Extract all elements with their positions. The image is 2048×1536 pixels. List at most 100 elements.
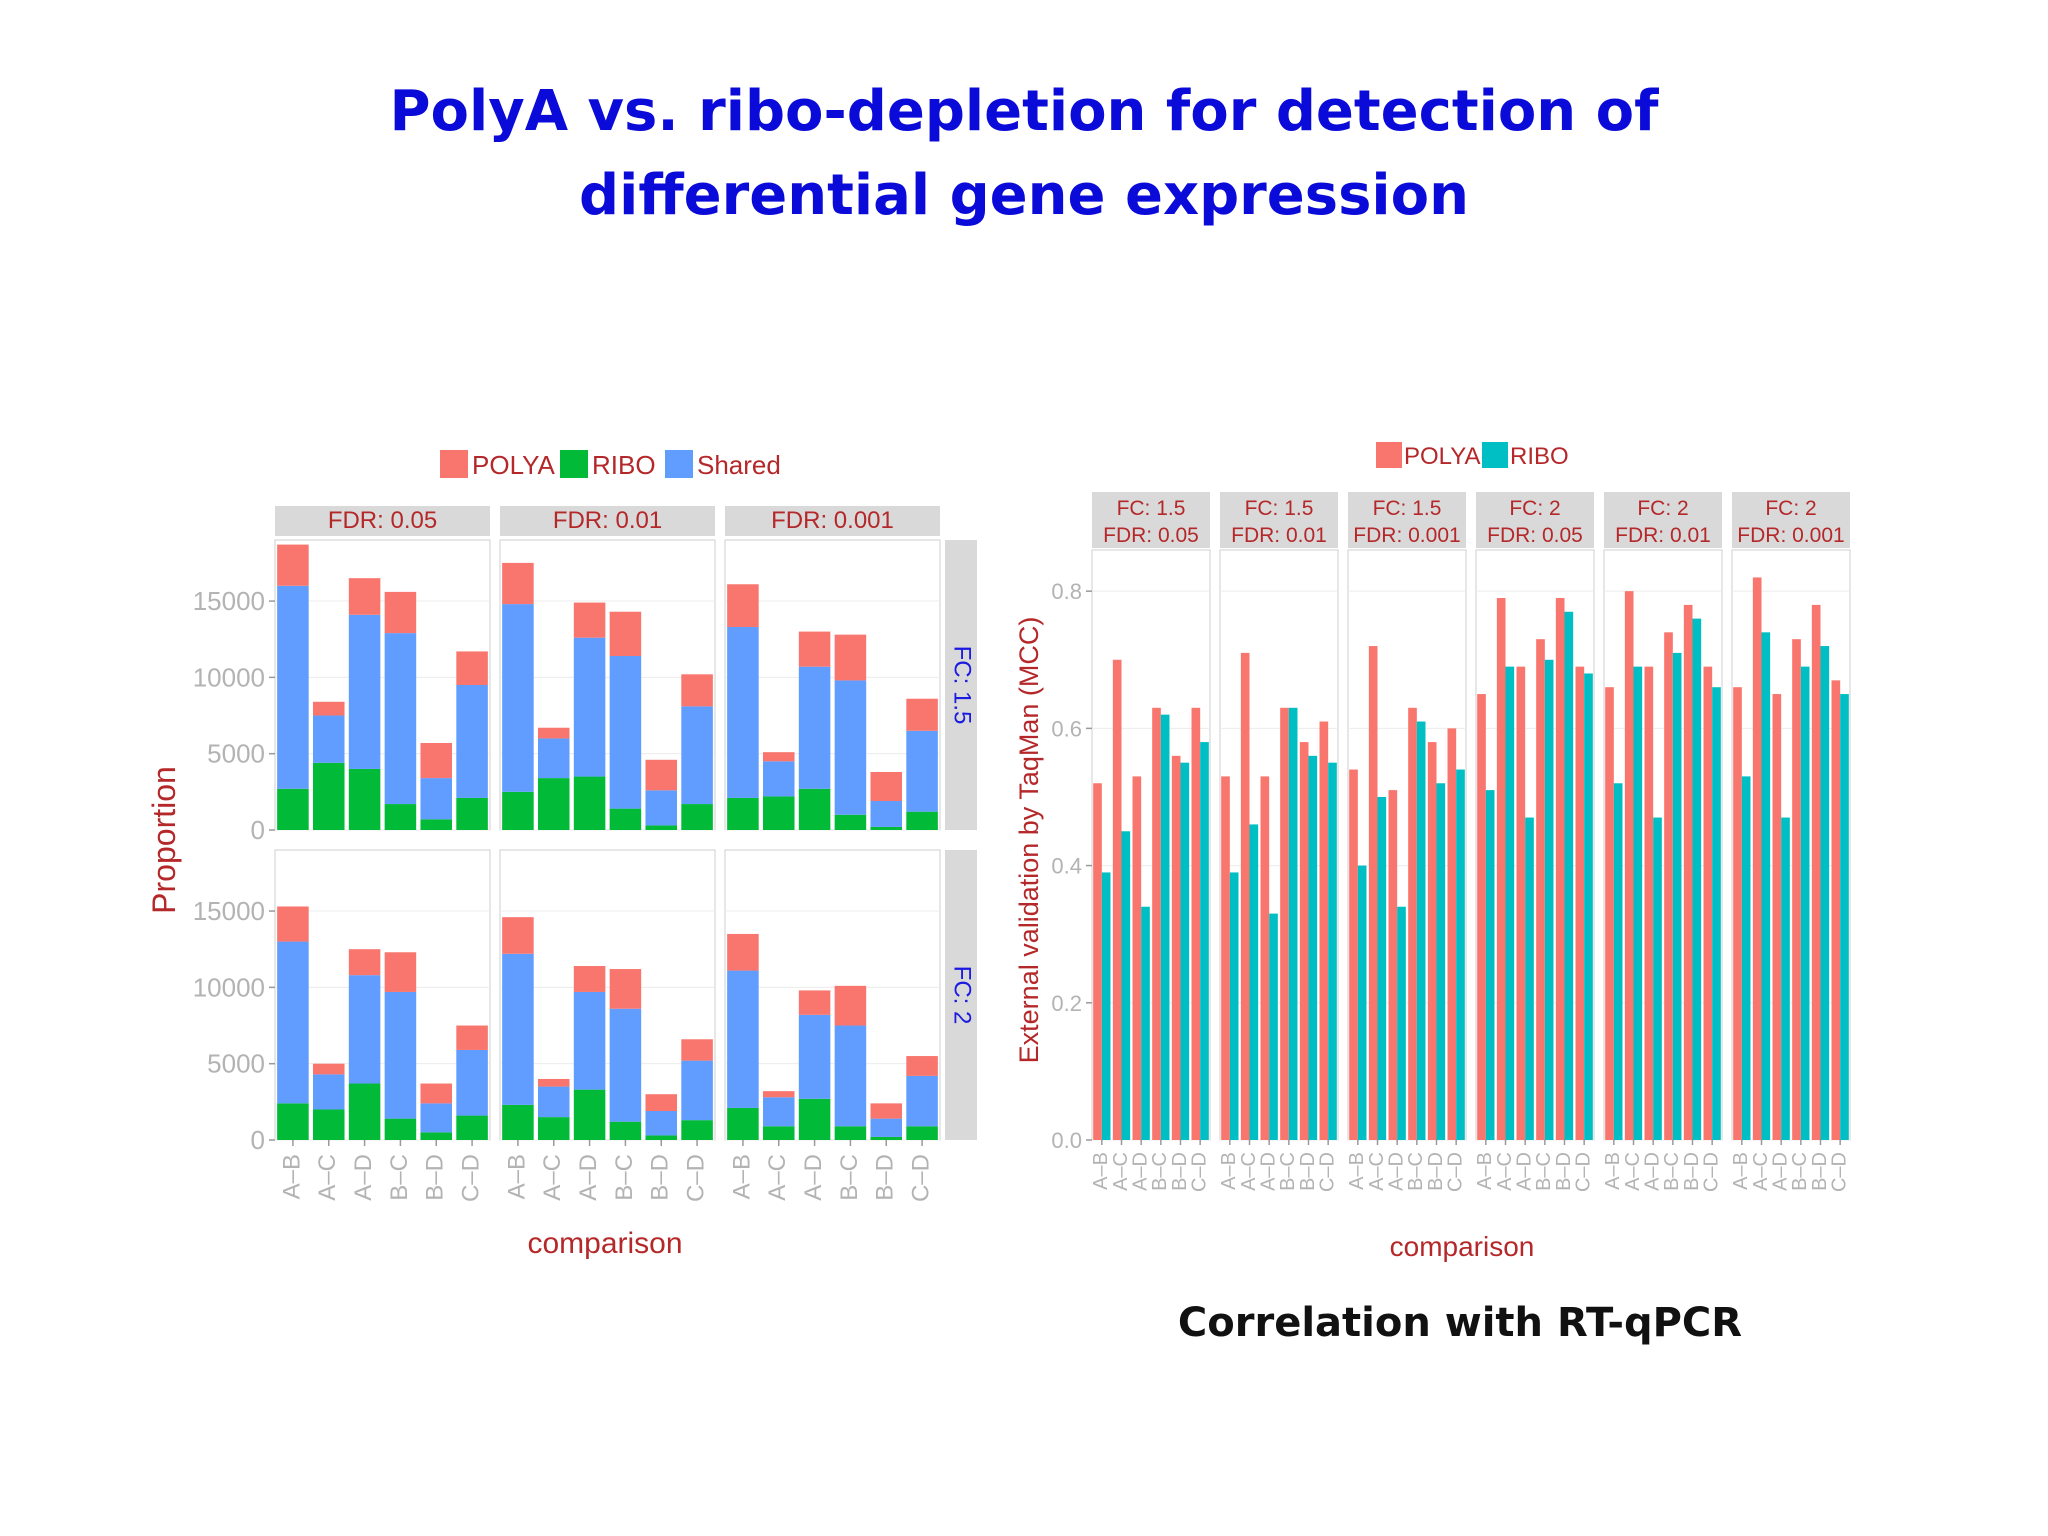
legend-right: POLYA RIBO (1376, 442, 1569, 470)
x-tick-label: B–C (1405, 1152, 1427, 1191)
x-tick-label: A–C (539, 1154, 566, 1201)
x-tick-label: A–D (1641, 1152, 1663, 1191)
bar-segment-shared (762, 1097, 795, 1127)
panel-strip (1220, 492, 1338, 548)
panel-background (499, 539, 716, 831)
bar-ribo (1820, 646, 1830, 1140)
bar-segment-polya (277, 544, 309, 586)
x-tick-label: A–C (1622, 1152, 1644, 1191)
bar-segment-ribo (384, 1118, 417, 1140)
x-tick-label: A–C (1494, 1152, 1516, 1191)
bar-ribo (1101, 872, 1111, 1140)
bar-ribo (1800, 666, 1810, 1140)
bar-ribo (1712, 687, 1721, 1140)
y-tick-label: 15000 (193, 586, 265, 616)
bar-segment-polya (537, 1078, 570, 1087)
bar-segment-shared (456, 1049, 488, 1116)
column-strip (275, 506, 490, 536)
bar-segment-polya (384, 952, 417, 992)
y-tick-label: 15000 (193, 896, 265, 926)
bar-segment-ribo (798, 1098, 831, 1140)
bar-polya (1792, 639, 1801, 1140)
bar-segment-ribo (870, 1136, 903, 1140)
y-tick-label: 0.4 (1051, 854, 1082, 879)
legend-swatch-polya (440, 450, 468, 478)
bar-polya (1733, 687, 1742, 1140)
bar-ribo (1525, 817, 1534, 1140)
panel-strip (1604, 492, 1722, 548)
panel-background (274, 849, 491, 1141)
bar-segment-polya (762, 752, 795, 762)
bar-segment-polya (420, 1083, 453, 1104)
x-tick-label: A–B (1346, 1152, 1368, 1190)
column-strip-label: FDR: 0.001 (771, 507, 894, 534)
bar-segment-ribo (537, 1117, 570, 1140)
row-strip-label: FC: 2 (949, 966, 976, 1025)
bar-segment-ribo (609, 808, 642, 830)
x-tick-label: B–D (1809, 1152, 1831, 1191)
bar-ribo (1613, 783, 1623, 1140)
bar-ribo (1456, 769, 1465, 1140)
y-tick-label: 5000 (207, 739, 265, 769)
x-tick-label: A–D (1769, 1152, 1791, 1191)
bar-ribo (1269, 913, 1278, 1140)
bar-segment-polya (645, 759, 678, 791)
panel-strip (1092, 492, 1210, 548)
bar-polya (1240, 652, 1250, 1140)
bar-segment-shared (502, 604, 534, 792)
panel-strip-label: FC: 1.5 (1373, 497, 1442, 520)
panel-strip-label: FC: 2 (1765, 497, 1816, 520)
bar-segment-shared (502, 953, 534, 1105)
x-tick-label: B–D (422, 1154, 449, 1201)
bar-segment-ribo (277, 1103, 309, 1140)
bar-segment-polya (798, 990, 831, 1015)
legend-label-shared: Shared (697, 450, 781, 480)
panel-background (1219, 549, 1339, 1141)
legend-label-ribo: RIBO (1510, 443, 1569, 470)
bar-ribo (1544, 659, 1554, 1140)
bar-segment-ribo (456, 797, 488, 830)
bar-ribo (1160, 714, 1170, 1140)
x-tick-label: A–D (1385, 1152, 1407, 1191)
panel-strip-label: FDR: 0.001 (1737, 524, 1844, 547)
bar-segment-ribo (420, 819, 453, 830)
bar-segment-ribo (727, 797, 759, 830)
x-tick-label: A–C (1750, 1152, 1772, 1191)
x-tick-label: B–C (386, 1154, 413, 1201)
column-strip (500, 506, 715, 536)
bar-segment-ribo (573, 776, 606, 830)
bar-segment-shared (798, 666, 831, 789)
bar-segment-ribo (456, 1115, 488, 1140)
x-tick-label: C–D (457, 1154, 484, 1202)
bar-segment-shared (420, 1103, 453, 1133)
column-strip (725, 506, 940, 536)
bar-segment-shared (573, 991, 606, 1090)
y-tick-label: 0.2 (1051, 991, 1082, 1016)
bar-segment-polya (834, 634, 867, 681)
bar-segment-polya (834, 985, 867, 1026)
row-strip (945, 540, 977, 830)
bar-segment-ribo (348, 1083, 381, 1140)
bar-polya (1368, 646, 1378, 1140)
bar-ribo (1653, 817, 1662, 1140)
bar-segment-ribo (420, 1132, 453, 1140)
bar-segment-ribo (762, 796, 795, 830)
bar-segment-ribo (681, 1120, 713, 1140)
bar-segment-ribo (502, 1104, 534, 1140)
slide-title-line-2: differential gene expression (579, 163, 1469, 228)
y-tick-label: 0 (251, 815, 265, 845)
y-tick-label: 10000 (193, 662, 265, 692)
bar-segment-ribo (573, 1089, 606, 1140)
bar-segment-shared (573, 637, 606, 777)
bar-segment-shared (277, 585, 309, 789)
bar-segment-polya (537, 727, 570, 739)
legend-label-polya: POLYA (1404, 443, 1480, 470)
bar-polya (1536, 639, 1545, 1140)
bar-segment-ribo (502, 791, 534, 830)
column-strip-label: FDR: 0.01 (553, 507, 662, 534)
bar-ribo (1200, 742, 1209, 1140)
bar-segment-shared (870, 1118, 903, 1137)
bar-ribo (1505, 666, 1515, 1140)
bar-ribo (1416, 721, 1426, 1140)
panel-strip (1348, 492, 1466, 548)
